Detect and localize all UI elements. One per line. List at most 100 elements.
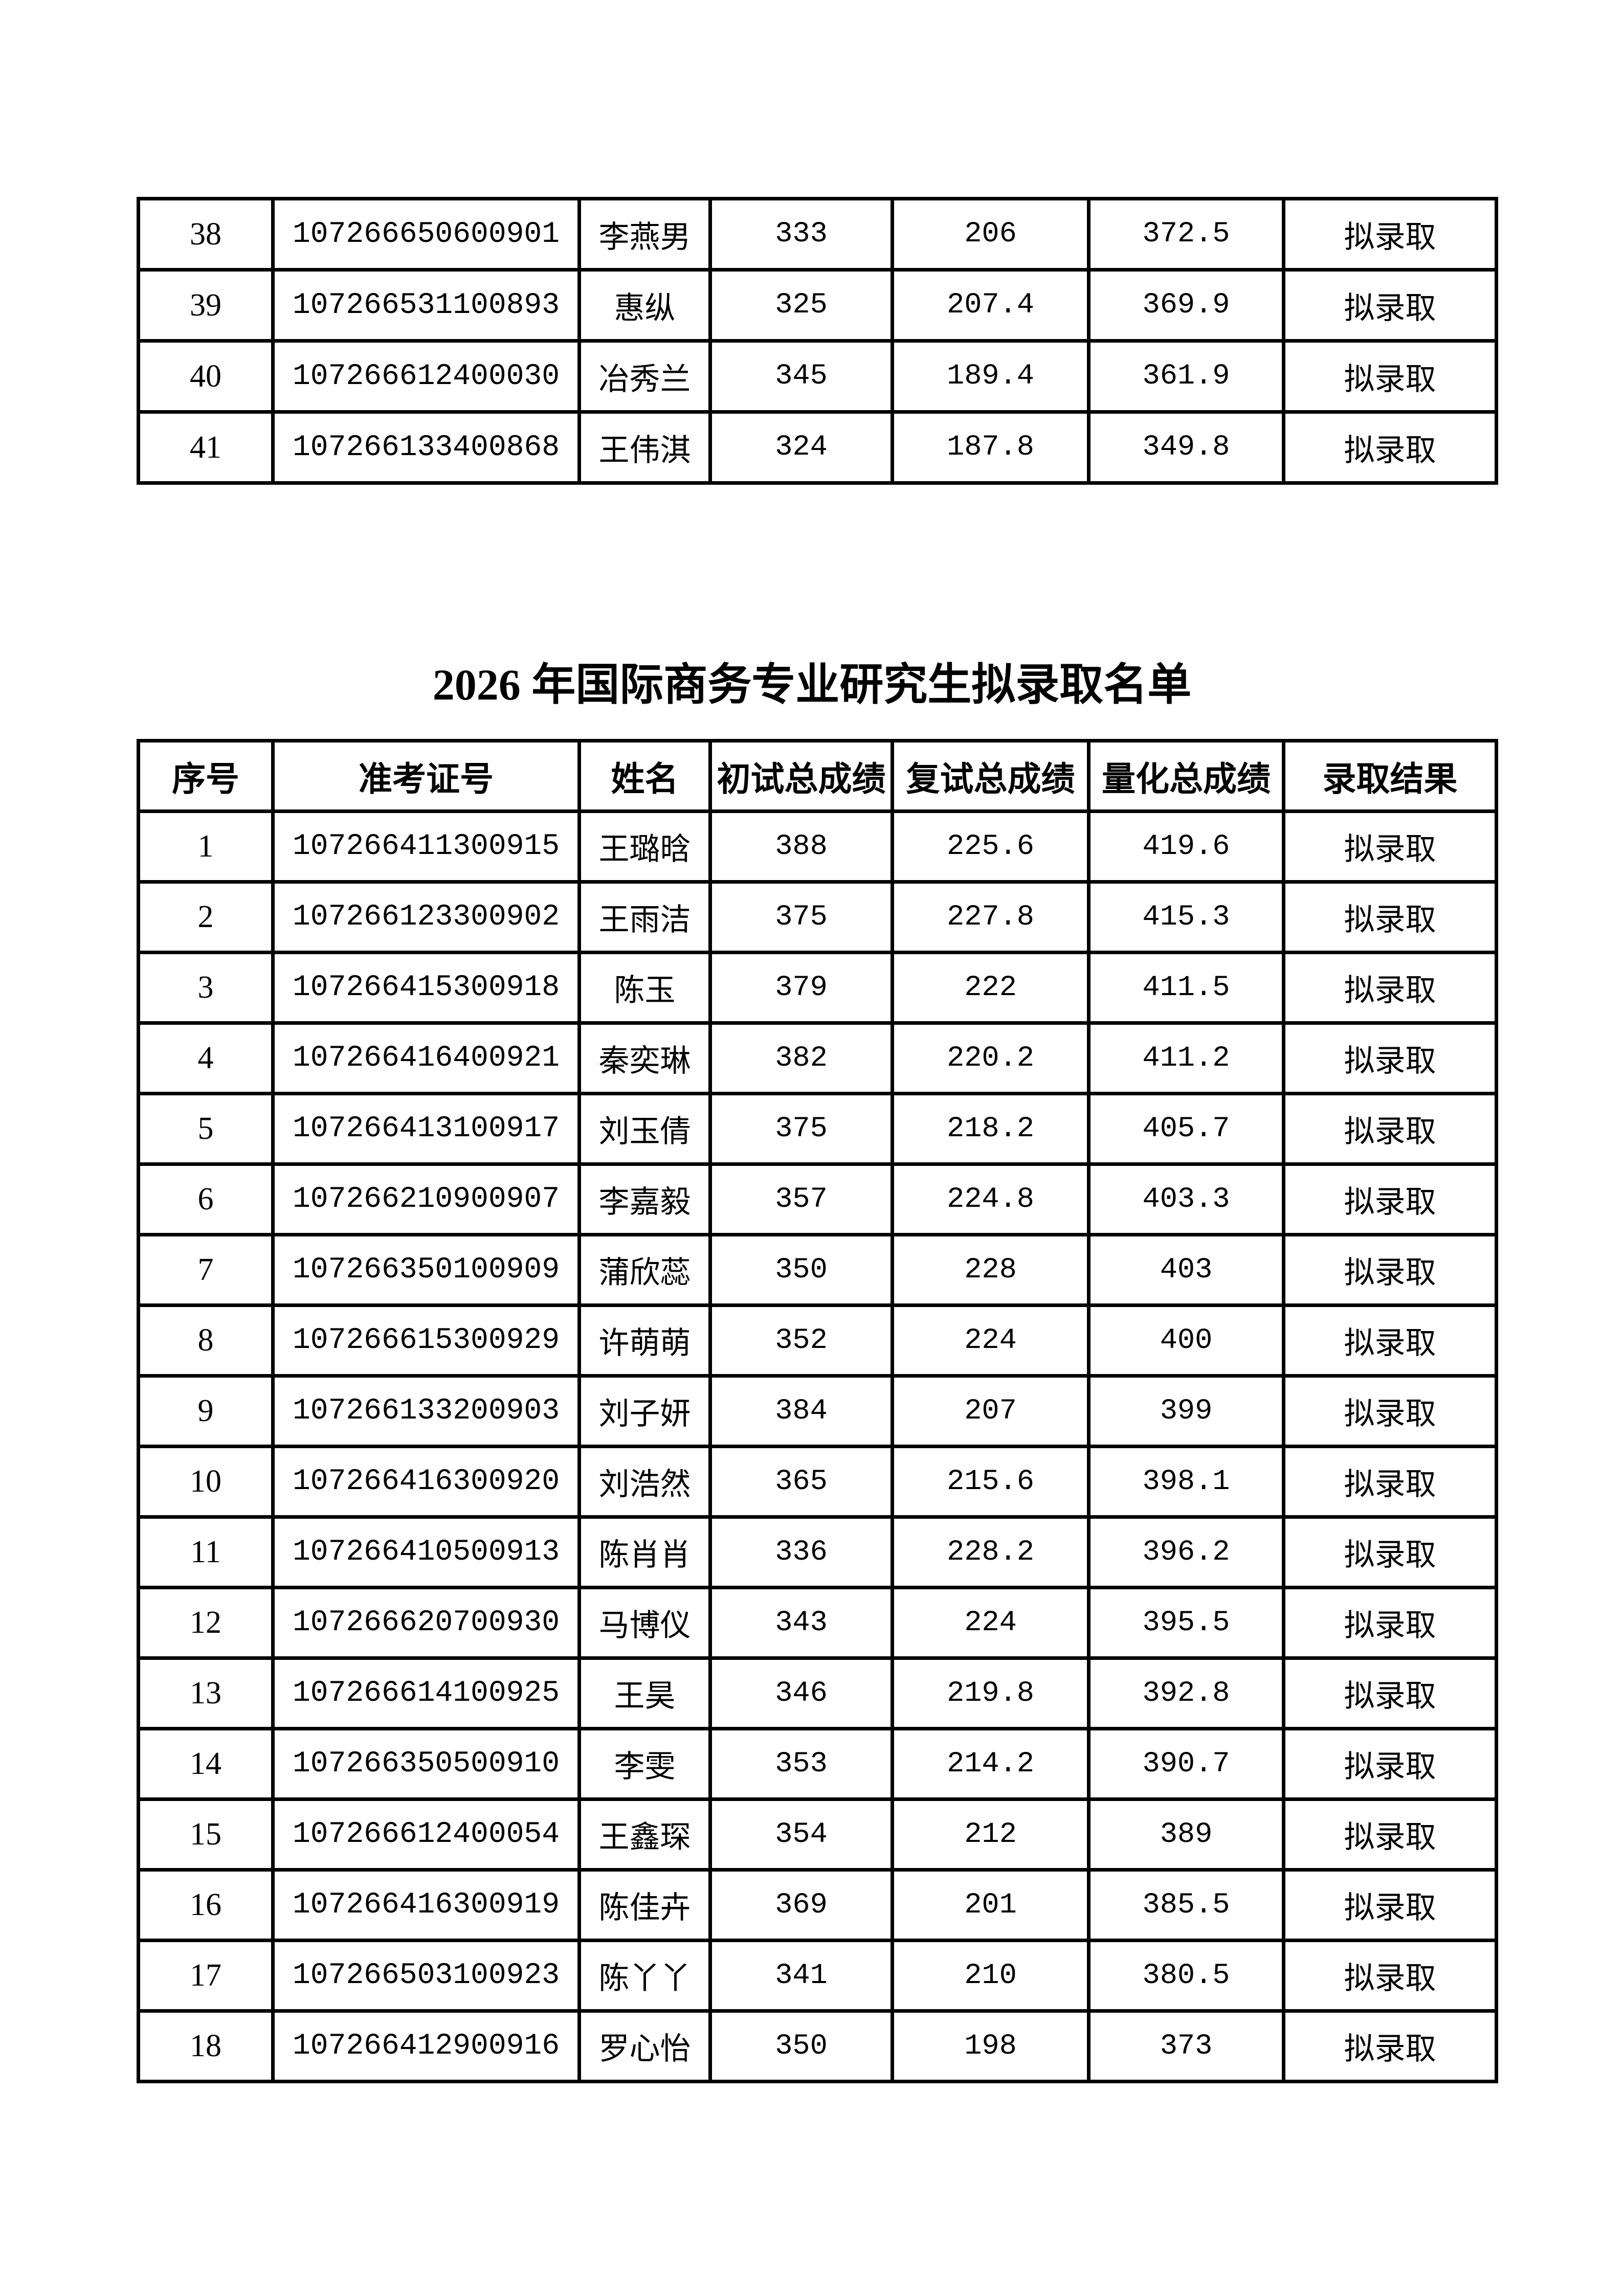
header-quantified-total-score: 量化总成绩: [1087, 739, 1285, 813]
cell-admission-result: 拟录取: [1282, 1374, 1498, 1448]
cell-initial-score: 350: [708, 1233, 894, 1307]
cell-ticket-number: 107266416400921: [271, 1021, 581, 1095]
cell-seq: 12: [137, 1586, 275, 1660]
cell-retest-score: 222: [891, 951, 1091, 1025]
cell-retest-score: 212: [891, 1797, 1091, 1872]
cell-admission-result: 拟录取: [1282, 809, 1498, 884]
table-row: 15 107266612400054 王鑫琛 354 212 389 拟录取: [137, 1797, 1498, 1872]
table-row: 17 107266503100923 陈丫丫 341 210 380.5 拟录取: [137, 1939, 1498, 2013]
cell-ticket-number: 107266413100917: [271, 1092, 581, 1166]
cell-retest-score: 225.6: [891, 809, 1091, 884]
cell-ticket-number: 107266411300915: [271, 809, 581, 884]
cell-seq: 8: [137, 1303, 275, 1378]
cell-seq: 16: [137, 1868, 275, 1942]
cell-quantified-score: 395.5: [1087, 1586, 1285, 1660]
cell-retest-score: 201: [891, 1868, 1091, 1942]
cell-retest-score: 228.2: [891, 1515, 1091, 1589]
cell-name: 陈丫丫: [577, 1939, 712, 2013]
cell-name: 蒲欣蕊: [577, 1233, 712, 1307]
cell-admission-result: 拟录取: [1282, 1303, 1498, 1378]
cell-admission-result: 拟录取: [1282, 1868, 1498, 1942]
cell-admission-result: 拟录取: [1282, 339, 1498, 414]
cell-seq: 11: [137, 1515, 275, 1589]
cell-admission-result: 拟录取: [1282, 1939, 1498, 2013]
cell-admission-result: 拟录取: [1282, 1586, 1498, 1660]
cell-name: 陈佳卉: [577, 1868, 712, 1942]
table-row: 41 107266133400868 王伟淇 324 187.8 349.8 拟…: [137, 410, 1498, 485]
cell-initial-score: 375: [708, 1092, 894, 1166]
table-row: 13 107266614100925 王昊 346 219.8 392.8 拟录…: [137, 1656, 1498, 1730]
cell-seq: 38: [137, 197, 275, 272]
table-row: 6 107266210900907 李嘉毅 357 224.8 403.3 拟录…: [137, 1162, 1498, 1236]
cell-seq: 15: [137, 1797, 275, 1872]
cell-ticket-number: 107266133400868: [271, 410, 581, 485]
cell-quantified-score: 405.7: [1087, 1092, 1285, 1166]
cell-admission-result: 拟录取: [1282, 1727, 1498, 1801]
cell-initial-score: 369: [708, 1868, 894, 1942]
cell-admission-result: 拟录取: [1282, 268, 1498, 343]
cell-quantified-score: 373: [1087, 2009, 1285, 2083]
cell-name: 陈肖肖: [577, 1515, 712, 1589]
cell-name: 刘玉倩: [577, 1092, 712, 1166]
cell-admission-result: 拟录取: [1282, 880, 1498, 954]
cell-initial-score: 357: [708, 1162, 894, 1236]
cell-name: 刘浩然: [577, 1445, 712, 1519]
cell-retest-score: 218.2: [891, 1092, 1091, 1166]
page-title: 2026 年国际商务专业研究生拟录取名单: [432, 660, 1192, 709]
table-row: 39 107266531100893 惠纵 325 207.4 369.9 拟录…: [137, 268, 1498, 343]
cell-initial-score: 354: [708, 1797, 894, 1872]
cell-initial-score: 345: [708, 339, 894, 414]
cell-admission-result: 拟录取: [1282, 1797, 1498, 1872]
cell-ticket-number: 107266614100925: [271, 1656, 581, 1730]
cell-ticket-number: 107266416300919: [271, 1868, 581, 1942]
cell-seq: 14: [137, 1727, 275, 1801]
table-row: 10 107266416300920 刘浩然 365 215.6 398.1 拟…: [137, 1445, 1498, 1519]
cell-retest-score: 227.8: [891, 880, 1091, 954]
cell-quantified-score: 390.7: [1087, 1727, 1285, 1801]
header-retest-total-score: 复试总成绩: [891, 739, 1091, 813]
cell-quantified-score: 411.2: [1087, 1021, 1285, 1095]
cell-seq: 9: [137, 1374, 275, 1448]
cell-initial-score: 343: [708, 1586, 894, 1660]
header-initial-total-score: 初试总成绩: [708, 739, 894, 813]
cell-retest-score: 224: [891, 1586, 1091, 1660]
admission-table-international-business: 序号 准考证号 姓名 初试总成绩 复试总成绩 量化总成绩 录取结果 1 1072…: [137, 739, 1498, 2083]
table-row: 40 107266612400030 冶秀兰 345 189.4 361.9 拟…: [137, 339, 1498, 414]
admission-table-continued: 38 107266650600901 李燕男 333 206 372.5 拟录取…: [137, 197, 1498, 485]
cell-retest-score: 207.4: [891, 268, 1091, 343]
cell-retest-score: 207: [891, 1374, 1091, 1448]
cell-initial-score: 375: [708, 880, 894, 954]
cell-quantified-score: 400: [1087, 1303, 1285, 1378]
table-row: 3 107266415300918 陈玉 379 222 411.5 拟录取: [137, 951, 1498, 1025]
cell-initial-score: 384: [708, 1374, 894, 1448]
cell-initial-score: 350: [708, 2009, 894, 2083]
cell-seq: 2: [137, 880, 275, 954]
cell-quantified-score: 389: [1087, 1797, 1285, 1872]
cell-initial-score: 353: [708, 1727, 894, 1801]
cell-name: 王昊: [577, 1656, 712, 1730]
cell-quantified-score: 369.9: [1087, 268, 1285, 343]
cell-retest-score: 228: [891, 1233, 1091, 1307]
cell-retest-score: 215.6: [891, 1445, 1091, 1519]
table-row: 7 107266350100909 蒲欣蕊 350 228 403 拟录取: [137, 1233, 1498, 1307]
cell-quantified-score: 403.3: [1087, 1162, 1285, 1236]
cell-initial-score: 388: [708, 809, 894, 884]
cell-quantified-score: 385.5: [1087, 1868, 1285, 1942]
table-row: 4 107266416400921 秦奕琳 382 220.2 411.2 拟录…: [137, 1021, 1498, 1095]
cell-initial-score: 325: [708, 268, 894, 343]
cell-seq: 3: [137, 951, 275, 1025]
cell-quantified-score: 361.9: [1087, 339, 1285, 414]
cell-retest-score: 210: [891, 1939, 1091, 2013]
cell-name: 陈玉: [577, 951, 712, 1025]
cell-quantified-score: 399: [1087, 1374, 1285, 1448]
cell-name: 秦奕琳: [577, 1021, 712, 1095]
cell-admission-result: 拟录取: [1282, 1162, 1498, 1236]
cell-ticket-number: 107266210900907: [271, 1162, 581, 1236]
cell-ticket-number: 107266133200903: [271, 1374, 581, 1448]
cell-quantified-score: 372.5: [1087, 197, 1285, 272]
cell-ticket-number: 107266612400030: [271, 339, 581, 414]
cell-initial-score: 336: [708, 1515, 894, 1589]
cell-ticket-number: 107266416300920: [271, 1445, 581, 1519]
cell-name: 惠纵: [577, 268, 712, 343]
